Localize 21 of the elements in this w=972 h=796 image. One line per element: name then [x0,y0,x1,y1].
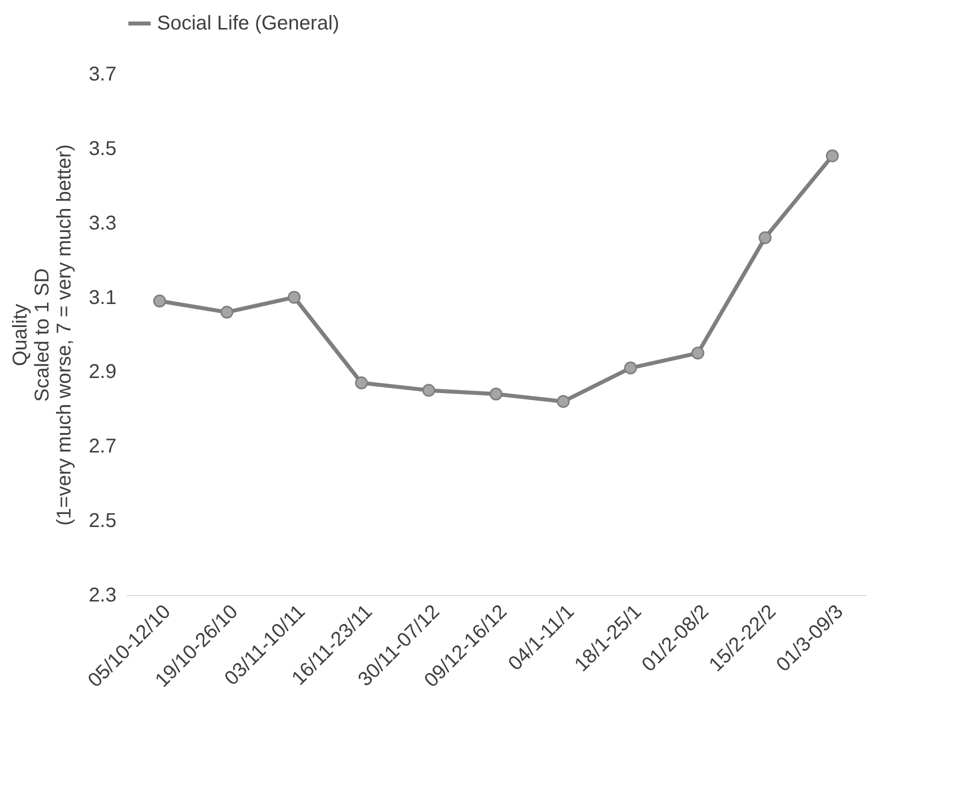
y-tick-label: 2.5 [88,510,116,532]
point [220,306,234,319]
point [288,290,301,304]
y-tick-label: 2.7 [88,436,116,458]
y-tick-label: 3.1 [88,286,116,309]
legend-label: Social Life (General) [157,12,340,34]
point [490,388,502,400]
point [153,294,166,308]
y-axis-title: Quality Scaled to 1 SD (1=very much worse, 7 = very much better) [10,144,76,526]
y-tick-label: 2.9 [88,361,116,384]
point [691,346,704,360]
y-tick-label: 3.3 [88,212,116,234]
point [355,376,368,390]
point [422,384,436,397]
y-tick-label: 3.5 [88,138,116,160]
point [758,231,772,244]
y-tick-label: 2.3 [88,584,116,606]
point [556,395,570,408]
point [826,149,839,162]
point [624,362,637,374]
y-tick-label: 3.7 [88,64,116,86]
